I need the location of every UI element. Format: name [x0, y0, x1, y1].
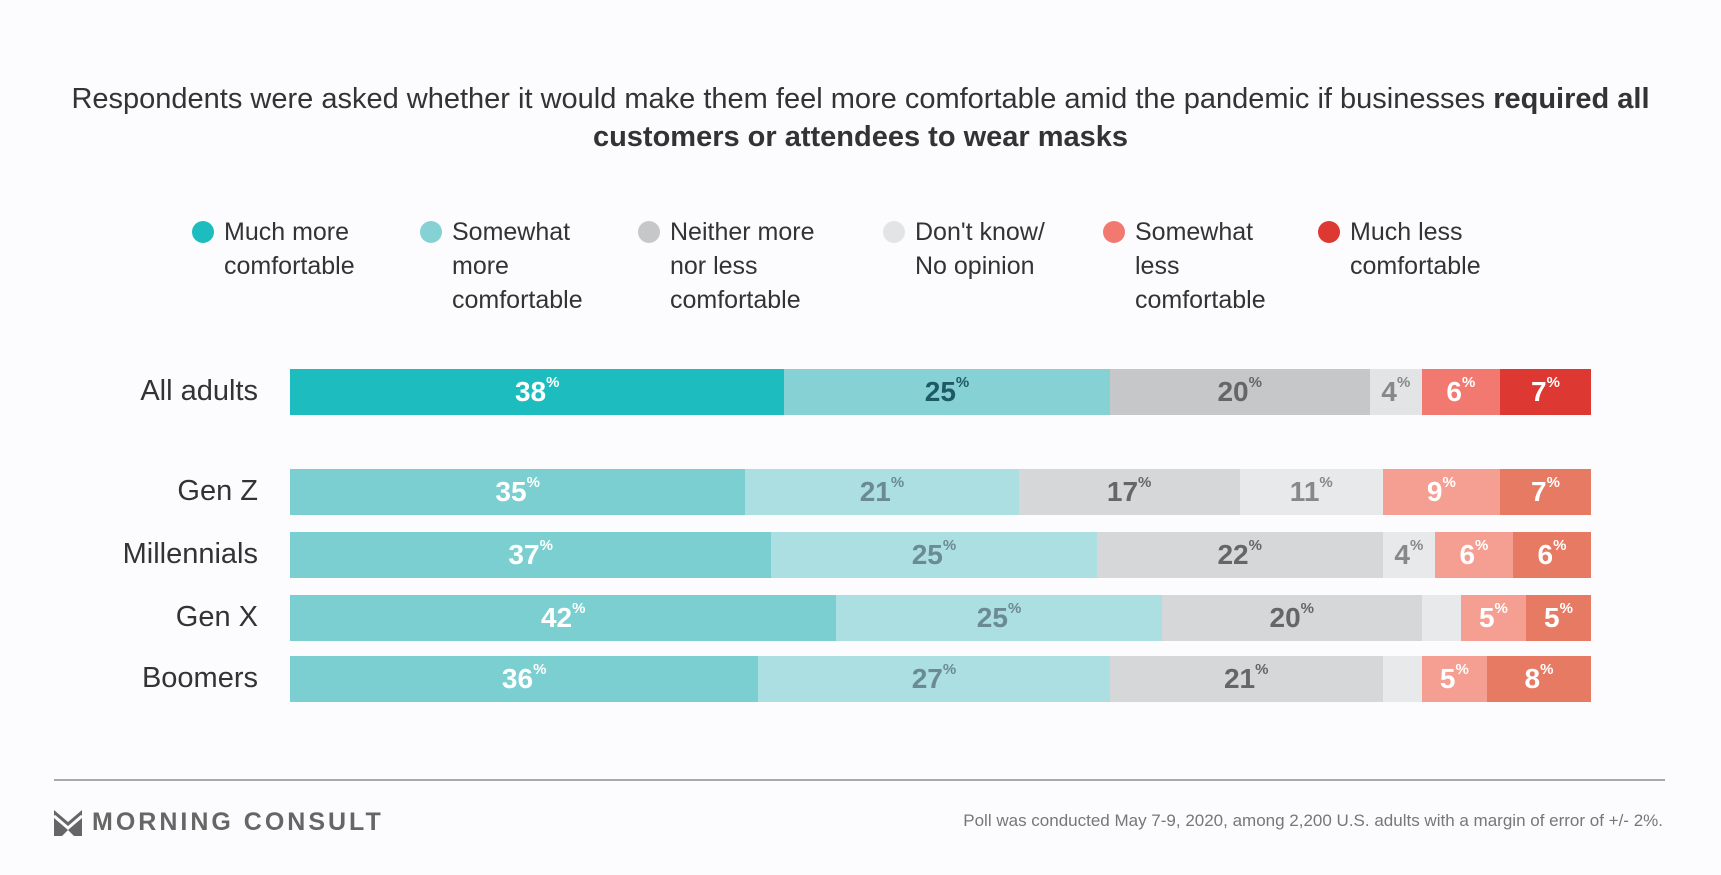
legend-label: comfortable — [1350, 252, 1481, 280]
footer-divider — [54, 779, 1665, 781]
data-label: 38% — [514, 373, 560, 407]
footnote: Poll was conducted May 7-9, 2020, among … — [963, 811, 1663, 830]
bar-segment: 37% — [290, 532, 772, 578]
bar-segment: 4% — [1369, 369, 1422, 415]
data-label: 17% — [1106, 473, 1152, 507]
morning-consult-logo: MORNING CONSULT — [54, 808, 384, 837]
bar-segment: 25% — [771, 532, 1097, 578]
bar-segment: 17% — [1018, 469, 1240, 515]
bar-segment: 25% — [836, 595, 1162, 641]
legend-label: Neither more — [670, 218, 815, 246]
legend-item: Somewhat less comfortable — [1103, 215, 1266, 317]
category-label: Gen Z — [177, 475, 258, 507]
bar-segment: 7% — [1499, 469, 1591, 515]
data-label: 5% — [1478, 599, 1508, 633]
legend-swatch-icon — [638, 221, 660, 243]
category-label: Boomers — [141, 662, 258, 694]
bar-segment: 21% — [1109, 656, 1383, 702]
data-label: 9% — [1426, 473, 1456, 507]
bar-segment: 20% — [1161, 595, 1422, 641]
data-label: 4% — [1394, 536, 1424, 570]
bar-segment: 5% — [1421, 656, 1487, 702]
category-label: All adults — [140, 375, 258, 407]
bar-segment: 22% — [1096, 532, 1383, 578]
data-label: 20% — [1269, 599, 1315, 633]
data-label: 6% — [1537, 536, 1567, 570]
bar-segment: 6% — [1512, 532, 1591, 578]
legend-swatch-icon — [1318, 221, 1340, 243]
legend-swatch-icon — [883, 221, 905, 243]
data-label: 7% — [1530, 373, 1560, 407]
bar-segment: 5% — [1460, 595, 1526, 641]
bar-segment — [1421, 595, 1461, 641]
legend-item: Much less comfortable — [1318, 215, 1481, 283]
bar-segment: 35% — [290, 469, 746, 515]
legend-swatch-icon — [420, 221, 442, 243]
data-label: 37% — [508, 536, 553, 570]
data-label: 6% — [1459, 536, 1489, 570]
bar-segment: 6% — [1421, 369, 1500, 415]
legend-label: comfortable — [224, 252, 355, 280]
legend-item: Much more comfortable — [192, 215, 355, 283]
legend-label: more — [452, 252, 509, 280]
legend-label: Somewhat — [1135, 218, 1254, 246]
data-label: 25% — [911, 536, 957, 570]
data-label: 5% — [1439, 660, 1469, 694]
legend-swatch-icon — [1103, 221, 1125, 243]
logo-mark-icon — [54, 809, 82, 836]
legend-label: comfortable — [452, 286, 583, 314]
bar-segment: 7% — [1499, 369, 1591, 415]
data-label: 22% — [1217, 536, 1262, 570]
bar-segment: 38% — [290, 369, 785, 415]
data-label: 6% — [1446, 373, 1476, 407]
bar-segment: 11% — [1239, 469, 1383, 515]
bar-segment: 6% — [1434, 532, 1513, 578]
legend-label: Somewhat — [452, 218, 571, 246]
data-label: 20% — [1217, 373, 1262, 407]
data-label: 11% — [1289, 473, 1333, 507]
data-label: 36% — [501, 660, 547, 694]
bar-segment: 25% — [784, 369, 1110, 415]
legend-swatch-icon — [192, 221, 214, 243]
bar-segment: 42% — [290, 595, 837, 641]
category-label: Gen X — [175, 601, 258, 633]
bar-segment — [1382, 656, 1422, 702]
legend-label: Don't know/ — [915, 218, 1045, 246]
legend-label: No opinion — [915, 252, 1035, 280]
data-label: 4% — [1381, 373, 1411, 407]
legend-label: Much more — [224, 218, 350, 246]
bar-segment: 36% — [290, 656, 759, 702]
bar-segment: 8% — [1486, 656, 1591, 702]
data-label: 5% — [1544, 599, 1573, 633]
data-label: 42% — [540, 599, 586, 633]
bar-segment: 21% — [745, 469, 1019, 515]
legend-item: Neither more nor less comfortable — [638, 215, 815, 317]
category-label: Millennials — [122, 538, 258, 570]
data-label: 27% — [911, 660, 957, 694]
legend-item: Don't know/No opinion — [883, 215, 1045, 283]
legend-label: less — [1135, 252, 1180, 280]
chart-title: Respondents were asked whether it would … — [71, 83, 1650, 153]
legend-label: Much less — [1350, 218, 1463, 246]
data-label: 8% — [1524, 660, 1554, 694]
data-label: 7% — [1530, 473, 1560, 507]
data-label: 21% — [859, 473, 905, 507]
data-label: 25% — [924, 373, 970, 407]
data-label: 25% — [976, 599, 1022, 633]
data-label: 35% — [495, 473, 540, 507]
legend-label: comfortable — [1135, 286, 1266, 314]
legend-item: Somewhat more comfortable — [420, 215, 583, 317]
bar-segment: 20% — [1109, 369, 1370, 415]
legend-label: comfortable — [670, 286, 801, 314]
legend-label: nor less — [670, 252, 758, 280]
data-label: 21% — [1223, 660, 1269, 694]
bar-segment: 5% — [1525, 595, 1591, 641]
bar-segment: 9% — [1382, 469, 1500, 515]
bar-segment: 4% — [1382, 532, 1435, 578]
bar-segment: 27% — [758, 656, 1110, 702]
